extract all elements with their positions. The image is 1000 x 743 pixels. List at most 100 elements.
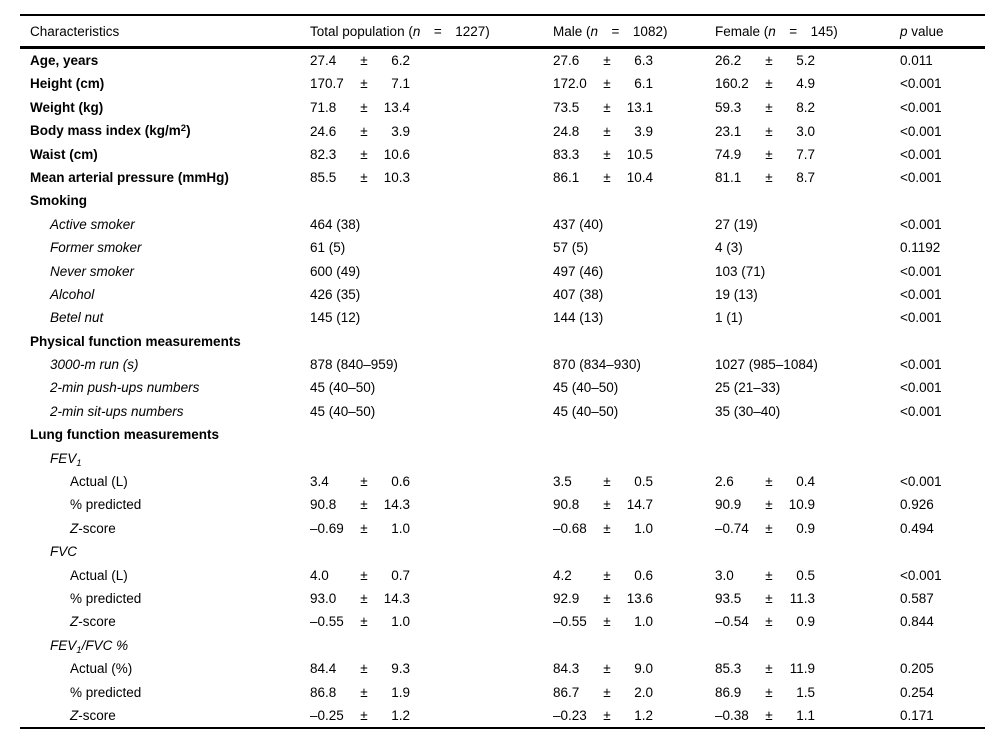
p-value-text: 0.844 <box>900 614 934 630</box>
cell-male: 73.5 ±13.1 <box>553 96 715 119</box>
plus-minus-symbol: ± <box>360 707 368 723</box>
plus-minus-value: 3.4 ±0.6 <box>310 470 410 493</box>
text-part: n <box>768 23 776 39</box>
text-part: Z <box>70 707 79 723</box>
plus-minus-value: 86.1 ±10.4 <box>553 166 653 189</box>
cell-text: 878 (840–959) <box>310 357 398 373</box>
cell-female: 160.2 ±4.9 <box>715 72 900 95</box>
cell-p-value: <0.001 <box>900 306 985 329</box>
text-part: = <box>420 23 456 39</box>
cell-total-population: 4.0 ±0.7 <box>310 564 553 587</box>
cell-total-population: 45 (40–50) <box>310 376 553 399</box>
mean-value: 81.1 <box>715 169 742 185</box>
sd-value: 8.2 <box>796 99 815 115</box>
mean-value: 59.3 <box>715 99 742 115</box>
sd-value: 0.9 <box>796 520 815 536</box>
cell-female: –0.38 ±1.1 <box>715 704 900 727</box>
sd-value: 11.3 <box>789 590 815 606</box>
table-row: % predicted 93.0 ±14.3 92.9 ±13.6 93.5 ±11.3 0.… <box>20 587 985 610</box>
text-part: 2 <box>180 122 187 134</box>
plus-minus-symbol: ± <box>765 684 773 700</box>
sd-value: 0.6 <box>391 474 410 490</box>
plus-minus-value: 82.3 ±10.6 <box>310 143 410 166</box>
plus-minus-value: –0.54 ±0.9 <box>715 610 815 633</box>
text-part: 3000-m run (s) <box>50 357 139 373</box>
plus-minus-symbol: ± <box>765 520 773 536</box>
text-part: Female ( <box>715 23 769 39</box>
table-row: Lung function measurements <box>20 423 985 446</box>
table-row: Alcohol 426 (35) 407 (38) 19 (13) <0.001 <box>20 283 985 306</box>
sd-value: 1.9 <box>391 684 410 700</box>
sd-value: 9.0 <box>634 661 653 677</box>
cell-text: 45 (40–50) <box>553 403 619 419</box>
mean-value: –0.68 <box>553 520 587 536</box>
sd-value: 10.9 <box>788 497 815 513</box>
cell-male: 437 (40) <box>553 213 715 236</box>
mean-value: 74.9 <box>715 146 742 162</box>
plus-minus-value: 90.8 ±14.7 <box>553 493 653 516</box>
mean-value: 85.5 <box>310 169 337 185</box>
plus-minus-value: 71.8 ±13.4 <box>310 96 410 119</box>
cell-female: 93.5 ±11.3 <box>715 587 900 610</box>
plus-minus-symbol: ± <box>360 124 368 140</box>
row-label: Age, years <box>30 49 310 72</box>
plus-minus-symbol: ± <box>765 474 773 490</box>
text-part: p <box>900 23 908 39</box>
cell-total-population: 24.6 ±3.9 <box>310 120 553 143</box>
sd-value: 1.2 <box>391 707 410 723</box>
plus-minus-value: 85.3 ±11.9 <box>715 657 815 680</box>
plus-minus-value: 86.8 ±1.9 <box>310 681 410 704</box>
cell-female: 86.9 ±1.5 <box>715 681 900 704</box>
table-row: Mean arterial pressure (mmHg) 85.5 ±10.3 86… <box>20 166 985 189</box>
table-row: Age, years 27.4 ±6.2 27.6 ±6.3 26.2 ±5.2 0.011 <box>20 49 985 72</box>
text-part: Mean arterial pressure (mmHg) <box>30 169 229 185</box>
mean-value: 4.2 <box>553 567 572 583</box>
cell-male: 27.6 ±6.3 <box>553 49 715 72</box>
text-part: Actual (L) <box>70 567 128 583</box>
sd-value: 1.2 <box>634 707 653 723</box>
row-label: Actual (L) <box>30 470 310 493</box>
text-part: Body mass index (kg/m <box>30 123 181 139</box>
cell-text: 407 (38) <box>553 286 604 302</box>
sd-value: 0.5 <box>796 567 815 583</box>
mean-value: 86.8 <box>310 684 337 700</box>
sd-value: 3.9 <box>391 124 410 140</box>
table-row: Weight (kg) 71.8 ±13.4 73.5 ±13.1 59.3 ±8.2 <0.… <box>20 96 985 119</box>
plus-minus-symbol: ± <box>360 76 368 92</box>
cell-female: –0.54 ±0.9 <box>715 610 900 633</box>
sd-value: 0.9 <box>796 614 815 630</box>
plus-minus-value: –0.69 ±1.0 <box>310 517 410 540</box>
cell-male: 84.3 ±9.0 <box>553 657 715 680</box>
table-row: Active smoker 464 (38) 437 (40) 27 (19) <0.0… <box>20 213 985 236</box>
cell-total-population: –0.69 ±1.0 <box>310 517 553 540</box>
sd-value: 13.4 <box>383 99 410 115</box>
plus-minus-value: 27.6 ±6.3 <box>553 49 653 72</box>
text-part: FEV <box>50 637 77 653</box>
cell-female: 1 (1) <box>715 306 900 329</box>
row-label: Z-score <box>30 610 310 633</box>
cell-total-population: 464 (38) <box>310 213 553 236</box>
row-label: Body mass index (kg/m2) <box>30 119 310 144</box>
text-part: -score <box>78 707 116 723</box>
cell-p-value: 0.205 <box>900 657 985 680</box>
cell-text: 25 (21–33) <box>715 380 781 396</box>
cell-female: 25 (21–33) <box>715 376 900 399</box>
mean-value: 160.2 <box>715 76 749 92</box>
plus-minus-value: 23.1 ±3.0 <box>715 120 815 143</box>
plus-minus-symbol: ± <box>765 661 773 677</box>
sd-value: 9.3 <box>391 661 410 677</box>
cell-text: 45 (40–50) <box>310 403 376 419</box>
cell-total-population: 170.7 ±7.1 <box>310 72 553 95</box>
row-label: Height (cm) <box>30 72 310 95</box>
cell-p-value: <0.001 <box>900 400 985 423</box>
plus-minus-symbol: ± <box>603 684 611 700</box>
table-row: FVC <box>20 540 985 563</box>
cell-total-population: 86.8 ±1.9 <box>310 681 553 704</box>
mean-value: 73.5 <box>553 99 580 115</box>
mean-value: 3.5 <box>553 474 572 490</box>
cell-female: 59.3 ±8.2 <box>715 96 900 119</box>
cell-male: 870 (834–930) <box>553 353 715 376</box>
cell-p-value: <0.001 <box>900 72 985 95</box>
cell-male: –0.55 ±1.0 <box>553 610 715 633</box>
